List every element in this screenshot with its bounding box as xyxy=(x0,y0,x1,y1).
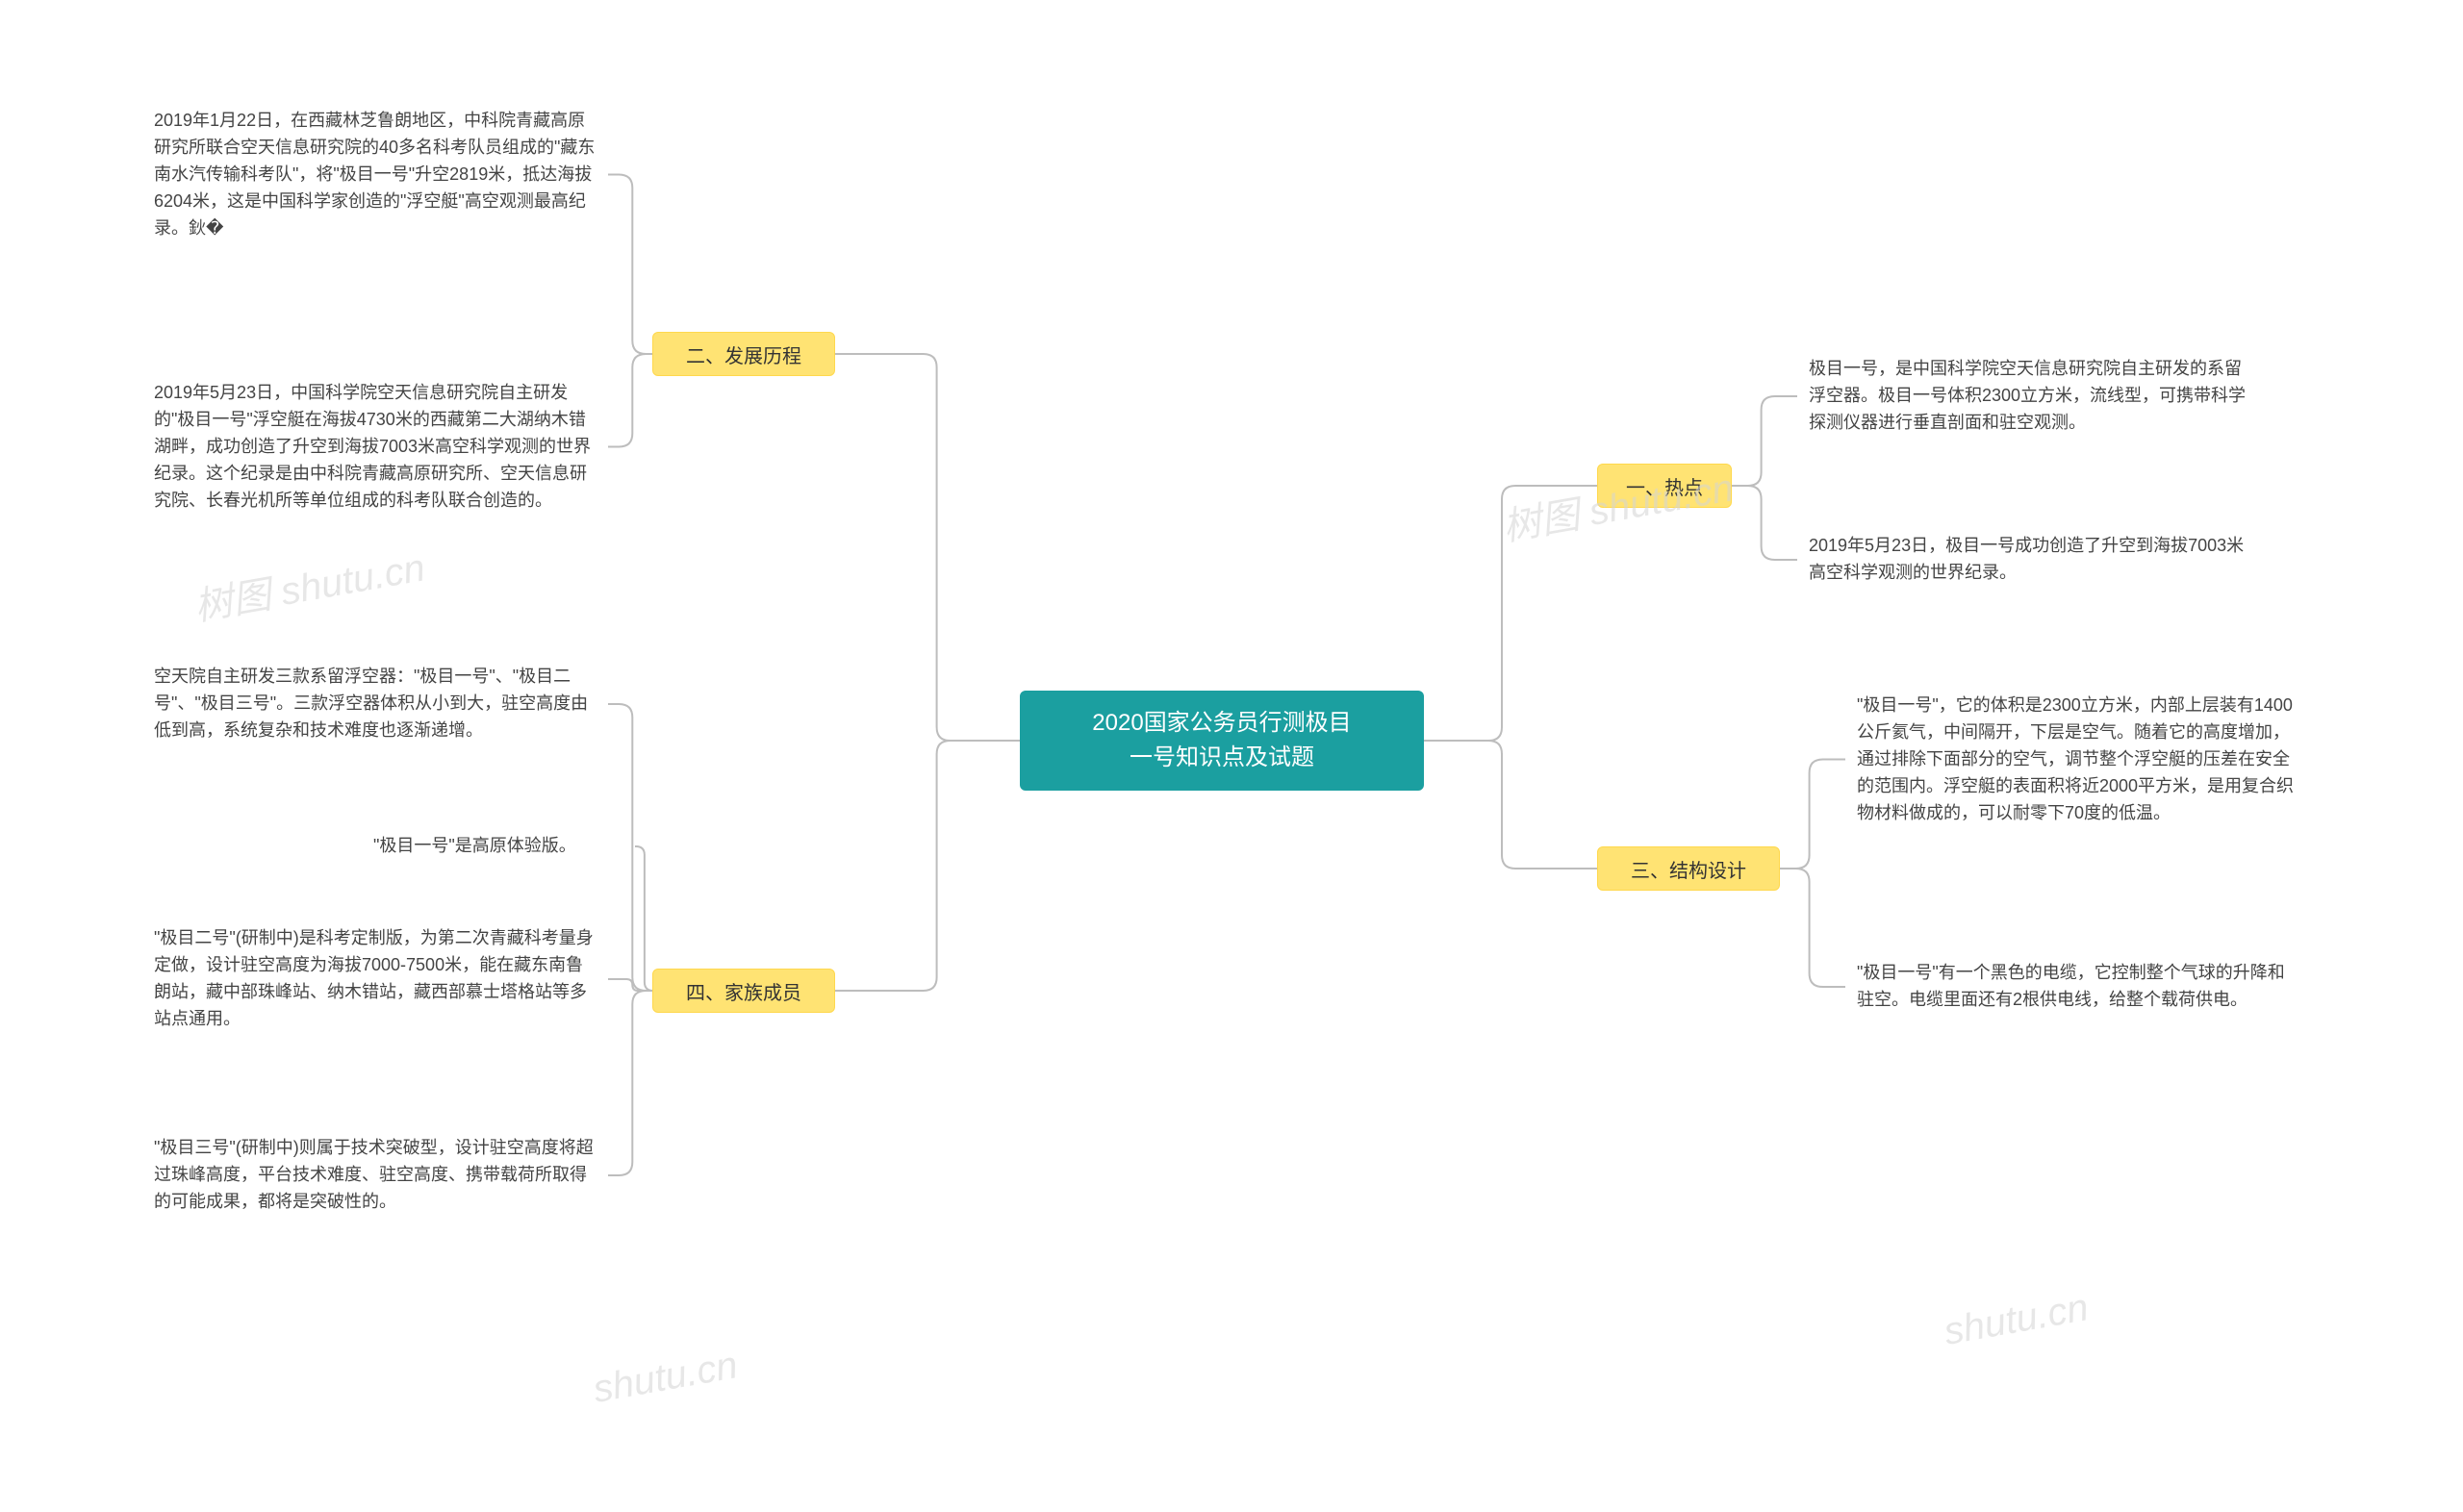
leaf-b2-1: 2019年5月23日，中国科学院空天信息研究院自主研发的"极目一号"浮空艇在海拔… xyxy=(154,380,597,514)
watermark-2: shutu.cn xyxy=(590,1344,741,1412)
leaf-b2-0: 2019年1月22日，在西藏林芝鲁朗地区，中科院青藏高原研究所联合空天信息研究院… xyxy=(154,108,597,241)
branch-b4: 四、家族成员 xyxy=(652,969,835,1013)
branch-b1: 一、热点 xyxy=(1597,464,1732,508)
leaf-b1-0: 极目一号，是中国科学院空天信息研究院自主研发的系留浮空器。极目一号体积2300立… xyxy=(1809,356,2251,437)
leaf-b3-0: "极目一号"，它的体积是2300立方米，内部上层装有1400公斤氦气，中间隔开，… xyxy=(1857,693,2299,826)
leaf-b4-3: "极目三号"(研制中)则属于技术突破型，设计驻空高度将超过珠峰高度，平台技术难度… xyxy=(154,1135,597,1216)
watermark-3: shutu.cn xyxy=(1941,1286,2092,1354)
leaf-b3-1: "极目一号"有一个黑色的电缆，它控制整个气球的升降和驻空。电缆里面还有2根供电线… xyxy=(1857,960,2299,1014)
branch-b3: 三、结构设计 xyxy=(1597,846,1780,891)
leaf-b4-2: "极目二号"(研制中)是科考定制版，为第二次青藏科考量身定做，设计驻空高度为海拔… xyxy=(154,925,597,1033)
branch-b2: 二、发展历程 xyxy=(652,332,835,376)
leaf-b1-1: 2019年5月23日，极目一号成功创造了升空到海拔7003米高空科学观测的世界纪… xyxy=(1809,533,2251,587)
watermark-0: 树图 shutu.cn xyxy=(190,536,429,631)
leaf-b4-1: "极目一号"是高原体验版。 xyxy=(373,833,623,860)
leaf-b4-0: 空天院自主研发三款系留浮空器："极目一号"、"极目二号"、"极目三号"。三款浮空… xyxy=(154,664,597,744)
center-node: 2020国家公务员行测极目 一号知识点及试题 xyxy=(1020,691,1424,791)
